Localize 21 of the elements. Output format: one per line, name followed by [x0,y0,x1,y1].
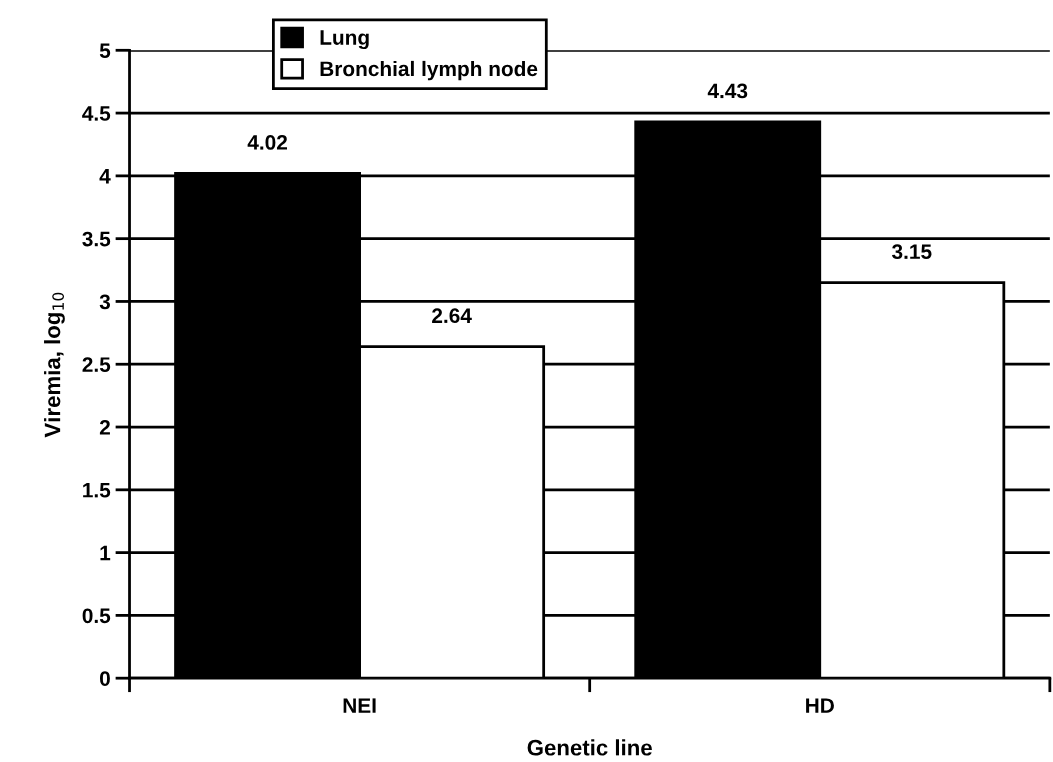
data-label: 3.15 [892,244,932,260]
y-tick-label: 1.5 [83,483,111,498]
data-label: 4.02 [247,135,288,150]
y-tick-label: 4 [99,169,111,184]
data-label: 4.43 [707,83,748,99]
y-tick-label: 3.5 [82,231,111,247]
y-tick-label: 4.5 [82,106,111,121]
legend-label: Lung [320,30,369,50]
y-axis-title: Viremia, log$_{10}$ [44,292,65,438]
y-tick-label: 0.5 [82,608,111,624]
x-tick-label: NEI [343,698,376,713]
y-tick-label: 2.5 [82,357,111,372]
x-tick-label: HD [806,698,834,713]
data-label: 2.64 [432,308,472,324]
y-tick-label: 2 [99,420,110,435]
y-tick-label: 5 [99,43,111,59]
y-tick-label: 0 [100,671,110,686]
x-axis-title: Genetic line [527,739,652,756]
legend-label: Bronchial lymph node [320,60,538,81]
y-tick-label: 1 [100,545,111,561]
y-tick-label: 3 [99,294,111,310]
